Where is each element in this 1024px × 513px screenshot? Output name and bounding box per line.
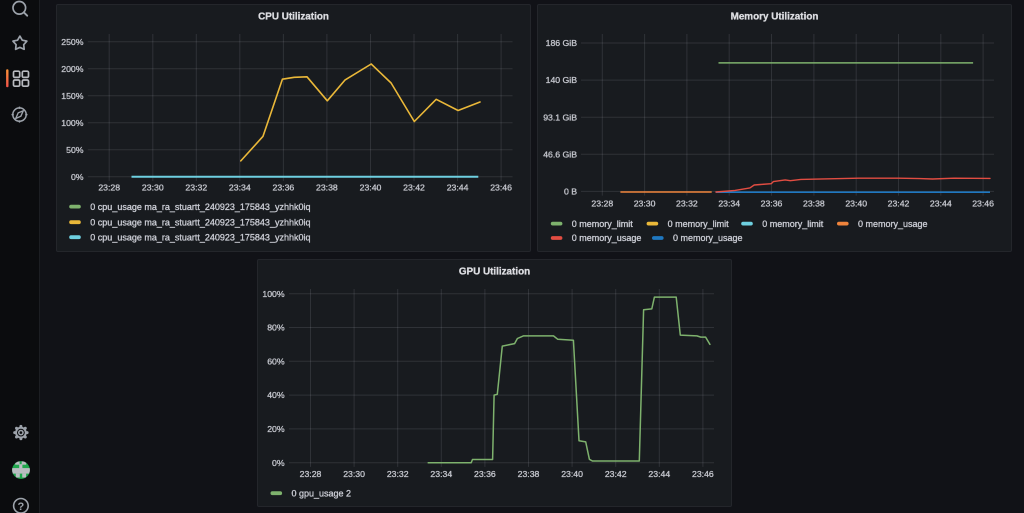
svg-text:0 memory_limit: 0 memory_limit	[762, 219, 824, 229]
svg-text:186 GiB: 186 GiB	[546, 38, 578, 48]
svg-text:23:30: 23:30	[343, 468, 365, 478]
svg-text:0 memory_limit: 0 memory_limit	[668, 219, 730, 229]
svg-text:23:30: 23:30	[634, 199, 656, 209]
svg-text:0 memory_limit: 0 memory_limit	[572, 219, 634, 229]
svg-text:140 GiB: 140 GiB	[546, 75, 578, 85]
svg-text:150%: 150%	[61, 91, 83, 101]
svg-text:23:46: 23:46	[972, 199, 994, 209]
svg-text:0 gpu_usage 2: 0 gpu_usage 2	[291, 488, 351, 498]
svg-text:23:44: 23:44	[930, 199, 952, 209]
svg-text:23:38: 23:38	[517, 468, 539, 478]
svg-text:23:38: 23:38	[803, 199, 825, 209]
svg-text:23:36: 23:36	[474, 468, 496, 478]
svg-text:23:28: 23:28	[591, 199, 613, 209]
svg-text:20%: 20%	[267, 424, 285, 434]
svg-text:?: ?	[18, 501, 25, 513]
svg-text:GPU Utilization: GPU Utilization	[458, 266, 529, 277]
svg-text:0 cpu_usage ma_ra_stuartt_2409: 0 cpu_usage ma_ra_stuartt_240923_175843_…	[90, 232, 310, 242]
svg-text:CPU Utilization: CPU Utilization	[258, 12, 329, 23]
svg-text:23:32: 23:32	[185, 183, 207, 193]
svg-text:0 memory_usage: 0 memory_usage	[572, 233, 642, 243]
svg-text:93.1 GiB: 93.1 GiB	[543, 112, 577, 122]
svg-text:0 memory_usage: 0 memory_usage	[858, 219, 928, 229]
svg-text:0 cpu_usage ma_ra_stuartt_2409: 0 cpu_usage ma_ra_stuartt_240923_175843_…	[90, 202, 310, 212]
svg-text:23:34: 23:34	[718, 199, 740, 209]
svg-text:0 cpu_usage ma_ra_stuartt_2409: 0 cpu_usage ma_ra_stuartt_240923_175843_…	[90, 217, 310, 227]
svg-text:23:42: 23:42	[604, 468, 626, 478]
svg-text:200%: 200%	[61, 64, 83, 74]
svg-text:23:40: 23:40	[561, 468, 583, 478]
svg-text:23:46: 23:46	[692, 468, 714, 478]
svg-text:23:46: 23:46	[490, 183, 512, 193]
svg-text:0 B: 0 B	[564, 187, 577, 197]
svg-text:Memory Utilization: Memory Utilization	[731, 12, 819, 23]
svg-text:50%: 50%	[66, 145, 84, 155]
svg-text:23:36: 23:36	[761, 199, 783, 209]
svg-text:23:28: 23:28	[98, 183, 120, 193]
svg-text:23:28: 23:28	[299, 468, 321, 478]
svg-text:46.6 GiB: 46.6 GiB	[543, 149, 577, 159]
svg-text:100%: 100%	[262, 288, 284, 298]
svg-text:23:32: 23:32	[386, 468, 408, 478]
svg-text:0%: 0%	[272, 457, 285, 467]
svg-text:23:30: 23:30	[141, 183, 163, 193]
svg-text:0%: 0%	[70, 172, 83, 182]
svg-text:23:38: 23:38	[316, 183, 338, 193]
svg-text:40%: 40%	[267, 390, 285, 400]
svg-text:23:40: 23:40	[845, 199, 867, 209]
svg-text:80%: 80%	[267, 322, 285, 332]
svg-text:23:34: 23:34	[228, 183, 250, 193]
svg-text:23:32: 23:32	[676, 199, 698, 209]
svg-text:23:36: 23:36	[272, 183, 294, 193]
svg-text:23:44: 23:44	[648, 468, 670, 478]
svg-text:250%: 250%	[61, 37, 83, 47]
svg-text:23:40: 23:40	[359, 183, 381, 193]
svg-text:23:34: 23:34	[430, 468, 452, 478]
svg-text:60%: 60%	[267, 356, 285, 366]
svg-text:23:44: 23:44	[446, 183, 468, 193]
svg-text:100%: 100%	[61, 118, 83, 128]
svg-text:23:42: 23:42	[403, 183, 425, 193]
svg-text:0 memory_usage: 0 memory_usage	[673, 233, 743, 243]
svg-text:23:42: 23:42	[888, 199, 910, 209]
